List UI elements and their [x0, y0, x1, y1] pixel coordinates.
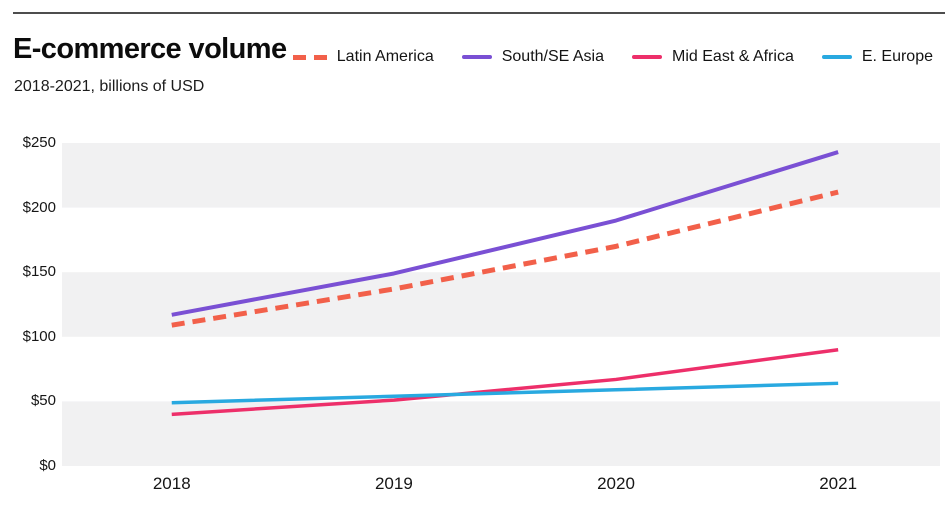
series-line-e-europe [171, 381, 839, 405]
legend-item-latin-america: Latin America [292, 48, 434, 66]
x-tick-label: 2019 [374, 474, 413, 493]
chart-subtitle: 2018-2021, billions of USD [14, 78, 205, 95]
chart-title: E-commerce volume [13, 33, 287, 65]
y-tick-label: $0 [39, 457, 56, 474]
series-line-latin-america [171, 189, 839, 328]
top-rule [13, 12, 945, 14]
plot-area [62, 143, 940, 466]
x-tick-label: 2020 [597, 474, 635, 493]
shaded-band [62, 143, 940, 208]
x-tick-label: 2021 [819, 474, 858, 493]
legend-swatch-south-se-asia [461, 55, 492, 59]
legend-item-south-se-asia: South/SE Asia [461, 48, 605, 66]
legend-label: Mid East & Africa [672, 48, 794, 65]
legend-label: South/SE Asia [501, 48, 605, 65]
y-tick-label: $250 [22, 134, 56, 151]
x-tick-label: 2018 [152, 474, 191, 493]
shaded-band [62, 401, 940, 466]
y-tick-label: $150 [22, 263, 56, 281]
legend-label: Latin America [336, 48, 434, 65]
series-line-mid-east-africa [171, 347, 839, 417]
legend-item-e-europe: E. Europe [821, 48, 933, 66]
legend-swatch-mid-east-africa [632, 55, 663, 59]
chart-legend: Latin America South/SE Asia Mid East & Afr… [292, 48, 933, 66]
y-tick-label: $200 [22, 198, 56, 216]
y-axis: $0 $50 $100 $150 $200 $250 [0, 134, 56, 474]
legend-label: E. Europe [861, 48, 933, 65]
shaded-band [62, 272, 940, 337]
legend-item-mid-east-africa: Mid East & Africa [632, 48, 794, 66]
legend-swatch-e-europe [821, 55, 852, 59]
x-axis: 2018 2019 2020 2021 [62, 474, 940, 498]
legend-swatch-latin-america [292, 54, 327, 60]
y-tick-label: $100 [22, 327, 56, 345]
y-tick-label: $50 [30, 392, 56, 410]
series-line-south-se-asia [171, 150, 839, 317]
